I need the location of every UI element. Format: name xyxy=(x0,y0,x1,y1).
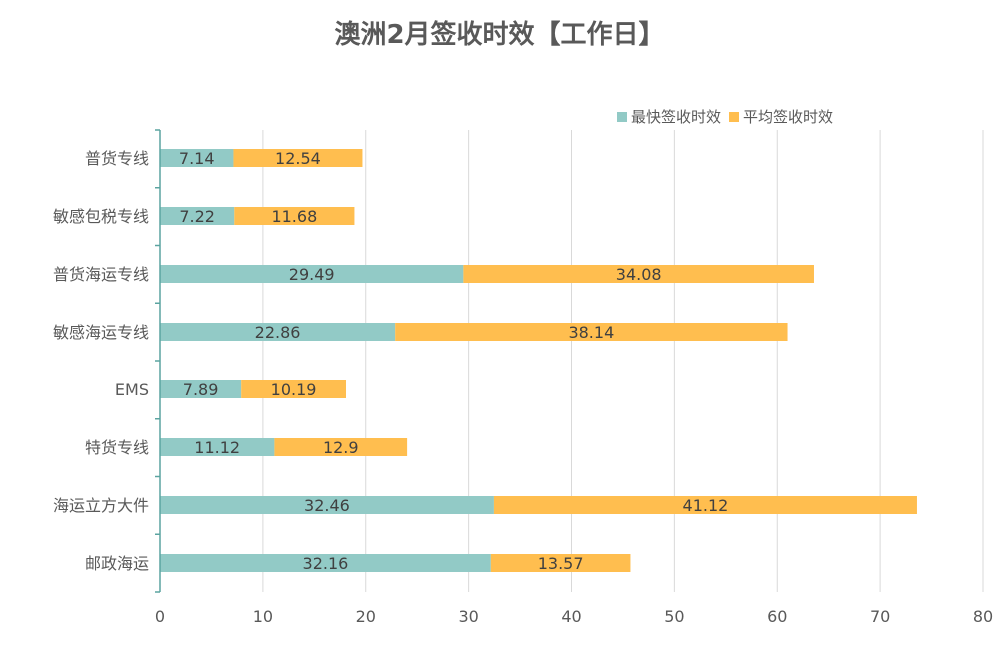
bar-average xyxy=(490,554,631,572)
y-category-label: 邮政海运 xyxy=(85,554,149,573)
data-label: 38.14 xyxy=(568,323,614,342)
data-label: 7.22 xyxy=(179,207,215,226)
x-tick-label: 30 xyxy=(458,607,478,626)
bar-average xyxy=(234,207,355,225)
legend-item-average: 平均签收时效 xyxy=(729,106,833,127)
bar-fastest xyxy=(160,207,235,225)
data-label: 12.54 xyxy=(275,149,321,168)
x-tick-label: 10 xyxy=(253,607,273,626)
x-tick-label: 0 xyxy=(155,607,165,626)
legend-swatch-average xyxy=(729,111,740,122)
data-label: 32.16 xyxy=(303,554,349,573)
bar-average xyxy=(463,265,814,283)
bar-fastest xyxy=(160,149,234,167)
y-category-label: 敏感包税专线 xyxy=(53,207,149,226)
bar-fastest xyxy=(160,265,464,283)
y-category-label: 海运立方大件 xyxy=(53,496,149,515)
data-label: 12.9 xyxy=(323,438,359,457)
bar-average xyxy=(233,149,363,167)
bar-fastest xyxy=(160,323,396,341)
x-tick-label: 60 xyxy=(767,607,787,626)
data-label: 13.57 xyxy=(538,554,584,573)
bar-fastest xyxy=(160,380,242,398)
data-label: 7.14 xyxy=(179,149,215,168)
data-label: 32.46 xyxy=(304,496,350,515)
chart-title: 澳洲2月签收时效【工作日】 xyxy=(334,20,665,50)
legend-swatch-fastest xyxy=(617,111,627,122)
x-tick-label: 50 xyxy=(664,607,684,626)
x-tick-label: 80 xyxy=(973,607,993,626)
legend-label-average: 平均签收时效 xyxy=(743,108,834,126)
data-label: 7.89 xyxy=(183,380,219,399)
data-label: 29.49 xyxy=(289,265,335,284)
x-tick-label: 40 xyxy=(561,607,581,626)
legend-label-fastest: 最快签收时效 xyxy=(631,108,722,126)
bar-average xyxy=(274,438,408,456)
data-label: 22.86 xyxy=(255,323,301,342)
y-category-label: EMS xyxy=(115,380,149,399)
data-label: 11.68 xyxy=(271,207,317,226)
y-category-label: 敏感海运专线 xyxy=(53,323,149,342)
bar-average xyxy=(241,380,346,398)
bar-fastest xyxy=(160,438,275,456)
x-tick-label: 70 xyxy=(870,607,890,626)
bar-average xyxy=(493,496,917,514)
y-category-label: 普货海运专线 xyxy=(53,265,149,284)
y-category-label: 特货专线 xyxy=(85,438,149,457)
data-label: 11.12 xyxy=(194,438,240,457)
legend: 最快签收时效 平均签收时效 xyxy=(617,106,841,127)
data-label: 10.19 xyxy=(271,380,317,399)
data-label: 41.12 xyxy=(683,496,729,515)
bar-fastest xyxy=(160,554,491,572)
legend-item-fastest: 最快签收时效 xyxy=(617,106,721,127)
y-category-label: 普货专线 xyxy=(85,149,149,168)
bar-fastest xyxy=(160,496,494,514)
data-label: 34.08 xyxy=(616,265,662,284)
bar-average xyxy=(395,323,788,341)
x-tick-label: 20 xyxy=(356,607,376,626)
